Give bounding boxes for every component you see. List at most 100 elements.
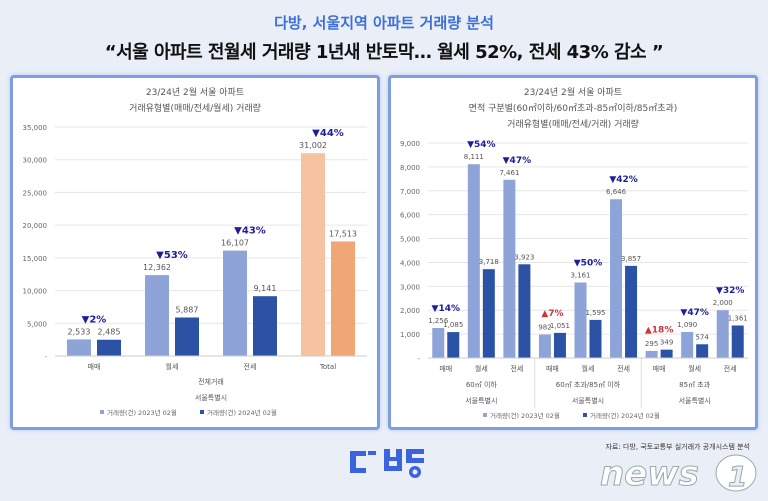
y-tick-label: 10,000 (23, 288, 48, 296)
data-label: 31,002 (299, 141, 327, 150)
category-label: 전세 (510, 364, 523, 373)
data-label: 574 (695, 333, 709, 341)
data-label: 295 (645, 340, 658, 348)
category-label: 월세 (582, 364, 595, 373)
legend-swatch (483, 413, 487, 417)
chart-title: 23/24년 2월 서울 아파트 (524, 86, 622, 98)
chart-title: 거래유형별(매매/전세/거래) 거래량 (507, 118, 639, 130)
data-label: 3,923 (514, 253, 534, 261)
source-note: 자료: 다방, 국토교통부 실거래가 공개시스템 분석 (605, 443, 750, 451)
change-label: ▲18% (645, 326, 673, 336)
change-label: ▼2% (82, 314, 107, 325)
news1-logo: news 1 (600, 454, 757, 492)
data-label: 2,533 (68, 327, 91, 336)
legend-swatch (583, 413, 587, 417)
bar-2024 (696, 344, 709, 358)
legend-label: 거래량(건) 2024년 02월 (590, 411, 660, 420)
change-label: ▼42% (609, 175, 637, 185)
y-tick-label: 15,000 (23, 255, 48, 263)
bar-2023 (645, 350, 658, 358)
chart-title: 거래유형별(매매/전세/월세) 거래량 (129, 102, 261, 114)
bar-2023 (67, 339, 91, 356)
bar-2024 (175, 317, 199, 356)
bar-2023 (574, 282, 587, 358)
data-label: 3,857 (621, 255, 641, 263)
legend-label: 거래량(건) 2023년 02월 (107, 408, 177, 417)
bar-2023 (716, 310, 729, 358)
change-label: ▼32% (716, 286, 744, 296)
data-label: 7,461 (499, 169, 519, 177)
bar-2024 (253, 296, 277, 356)
y-tick-label: 5,000 (27, 320, 47, 328)
group-label: 85㎡ 초과 (679, 380, 711, 389)
change-label: ▼53% (156, 250, 188, 261)
data-label: 2,485 (98, 328, 121, 337)
y-tick-label: 20,000 (23, 222, 48, 230)
y-tick-label: 1,000 (400, 331, 420, 339)
category-label: 매매 (439, 365, 452, 373)
bar-2024 (331, 241, 355, 356)
category-label: 전세 (617, 364, 630, 373)
data-label: 1,085 (443, 321, 463, 329)
data-label: 12,362 (143, 263, 171, 272)
category-label: 매매 (88, 363, 101, 371)
bar-2024 (625, 265, 638, 358)
data-label: 1,051 (550, 322, 570, 330)
headline: “서울 아파트 전월세 거래량 1년새 반토막… 월세 52%, 전세 43% … (104, 42, 664, 63)
data-label: 1,090 (677, 321, 697, 329)
change-label: ▲7% (541, 309, 563, 319)
y-tick-label: 6,000 (400, 212, 420, 220)
change-label: ▼44% (312, 128, 344, 139)
legend-swatch (100, 410, 104, 414)
chart-panel-total: 23/24년 2월 서울 아파트 거래유형별(매매/전세/월세) 거래량 - 5,00… (10, 75, 380, 430)
group-label: 60㎡ 이하 (466, 380, 498, 389)
y-tick-label: 25,000 (23, 189, 48, 197)
legend-label: 거래량(건) 2023년 02월 (490, 411, 560, 420)
bar-2023 (432, 327, 445, 358)
group-label: 전체거래 (198, 377, 224, 386)
y-tick-label: 8,000 (400, 164, 420, 172)
bar-2023 (681, 331, 694, 358)
change-label: ▼43% (234, 226, 266, 237)
y-tick-label: 9,000 (400, 140, 420, 148)
data-label: 3,718 (479, 258, 499, 266)
region-label: 서울특별시 (679, 396, 711, 405)
bar-2024 (553, 332, 566, 358)
data-label: 3,161 (570, 271, 590, 279)
svg-text:1: 1 (728, 460, 747, 492)
chart-title: 면적 구분별(60㎡이하/60㎡초과-85㎡이하/85㎡초과) (469, 102, 678, 114)
data-label: 1,361 (728, 314, 748, 322)
data-label: 349 (660, 339, 673, 347)
y-tick-label: 30,000 (23, 157, 48, 165)
data-label: 1,595 (585, 309, 605, 317)
legend-swatch (200, 410, 204, 414)
change-label: ▼14% (432, 304, 460, 314)
category-label: 전세 (244, 362, 257, 371)
change-label: ▼47% (503, 156, 531, 166)
y-tick-label: - (44, 353, 47, 361)
bar-2024 (589, 319, 602, 358)
bar-2024 (482, 269, 495, 358)
data-label: 5,887 (176, 305, 199, 314)
change-label: ▼47% (680, 308, 708, 318)
group-label: 60㎡ 초과/85㎡ 이하 (556, 380, 621, 389)
category-label: 매매 (546, 365, 559, 373)
region-label: 서울특별시 (572, 396, 604, 405)
data-label: 17,513 (329, 229, 357, 238)
dabang-logo (350, 449, 424, 478)
region-label: 서울특별시 (195, 393, 227, 402)
bar-2023 (503, 179, 516, 358)
data-label: 982 (538, 324, 551, 332)
category-label: 월세 (475, 364, 488, 373)
y-tick-label: 4,000 (400, 259, 420, 267)
category-label: Total (319, 363, 336, 371)
category-label: 매매 (653, 365, 666, 373)
subtitle: 다방, 서울지역 아파트 거래량 분석 (274, 14, 494, 32)
bar-2024 (731, 325, 744, 358)
y-tick-label: 2,000 (400, 307, 420, 315)
data-label: 6,646 (606, 188, 627, 196)
y-tick-label: 3,000 (400, 283, 420, 291)
